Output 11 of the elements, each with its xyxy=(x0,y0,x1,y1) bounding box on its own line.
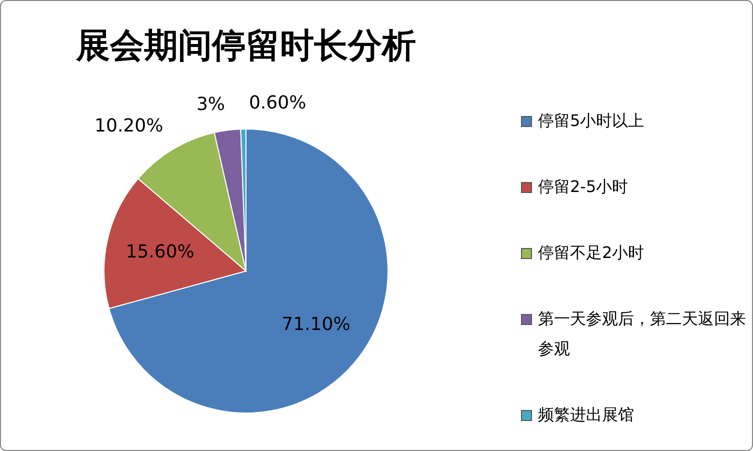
data-label: 10.20% xyxy=(94,116,164,137)
data-label: 15.60% xyxy=(126,241,194,262)
data-label: 71.10% xyxy=(282,314,350,335)
data-label: 0.60% xyxy=(249,92,306,114)
legend-label: 停留不足2小时 xyxy=(538,242,644,264)
legend-label: 停留2-5小时 xyxy=(538,176,628,198)
legend-label: 频繁进出展馆 xyxy=(538,404,634,426)
data-label: 3% xyxy=(196,94,226,115)
chart-title: 展会期间停留时长分析 xyxy=(74,25,417,68)
legend-label: 停留5小时以上 xyxy=(538,110,644,132)
legend-label: 第一天参观后，第二天返回来参观 xyxy=(538,308,746,360)
